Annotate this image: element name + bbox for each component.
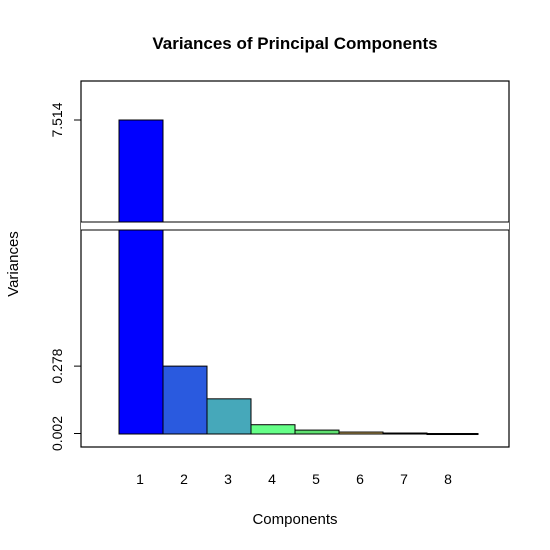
y-tick-label-1: 0.002 [49, 416, 65, 451]
x-tick-label-1: 1 [136, 471, 144, 487]
axis-break [81, 221, 509, 231]
x-tick-label-5: 5 [312, 471, 320, 487]
bar-7 [382, 432, 428, 435]
y-tick-label-3: 7.514 [49, 102, 65, 137]
bar-4 [250, 424, 296, 435]
x-axis-label: Components [252, 511, 337, 528]
x-tick-label-4: 4 [268, 471, 276, 487]
x-tick-label-2: 2 [180, 471, 188, 487]
y-axis-label: Variances [5, 231, 22, 297]
bar-3 [206, 398, 252, 435]
bar-6 [338, 431, 384, 435]
x-tick-label-6: 6 [356, 471, 364, 487]
chart-title: Variances of Principal Components [152, 34, 437, 53]
y-tick-label-2: 0.278 [49, 348, 65, 383]
y-axis: 0.002 0.278 7.514 [49, 102, 81, 451]
x-tick-label-3: 3 [224, 471, 232, 487]
bar-8 [426, 433, 479, 436]
x-axis: 1 2 3 4 5 6 7 8 [136, 471, 452, 487]
x-tick-label-8: 8 [444, 471, 452, 487]
bars-group [118, 119, 479, 436]
bar-1 [118, 119, 164, 435]
bar-2 [162, 365, 208, 435]
axis-break-band [81, 222, 509, 230]
x-tick-label-7: 7 [400, 471, 408, 487]
bar-5 [294, 429, 340, 435]
plot-frame [80, 80, 510, 448]
